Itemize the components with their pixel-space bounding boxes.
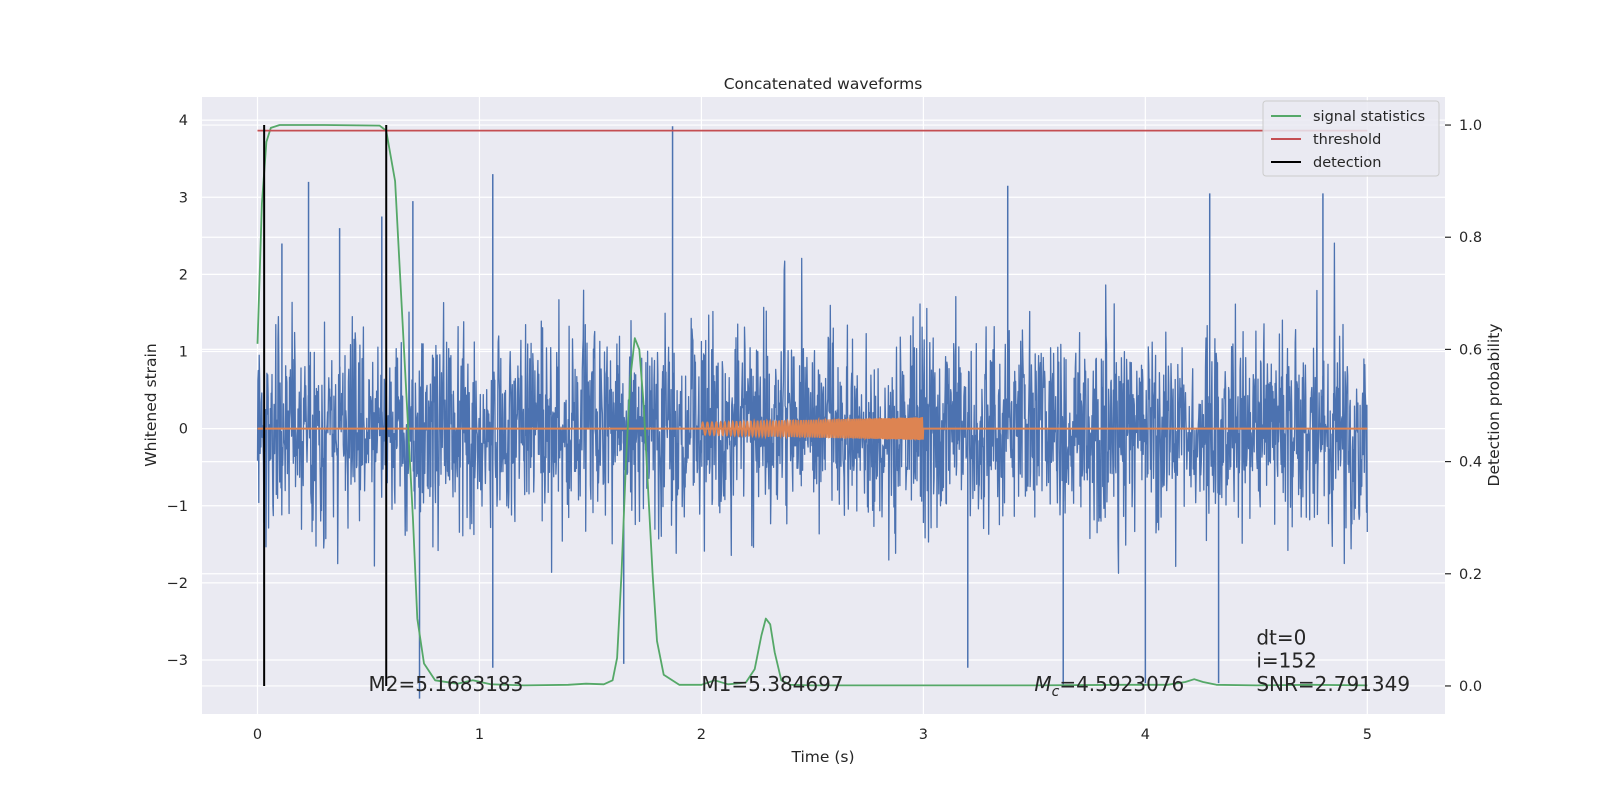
x-tick-label: 2 [697,727,706,743]
y-axis-label: Whitened strain [142,343,160,466]
y2-tick-label: 0.8 [1459,230,1482,246]
x-tick-label: 3 [919,727,928,743]
annotations: M2=5.1683183 M1=5.384697 Mc=4.5923076 dt=0i… [368,626,1410,700]
ticks: 0 1 2 3 4 5 4 3 2 1 0 −1 −2 −3 1.0 0.8 0.6 0.4 0.2 0.0 [167,113,1482,743]
annotation-m1: M1=5.384697 [701,672,843,696]
legend-detection-label: detection [1313,155,1381,171]
y-tick-label: 1 [179,345,188,361]
legend-box [1262,100,1440,177]
annotation-snr: SNR=2.791349 [1256,672,1410,696]
x-tick-label: 0 [253,727,262,743]
x-tick-label: 5 [1363,727,1372,743]
y2-axis-label: Detection probability [1485,324,1503,487]
x-axis-label: Time (s) [790,748,854,766]
y-tick-label: 3 [179,190,188,206]
y2-tick-label: 0.0 [1459,679,1482,695]
noise-series [256,242,1368,574]
y-tick-label: −1 [167,499,188,515]
legend: signal statistics threshold detection [1262,100,1440,177]
y-tick-label: −2 [167,576,188,592]
signal-statistics-line [256,124,1368,687]
annotation-m2: M2=5.1683183 [368,672,523,696]
legend-threshold-label: threshold [1313,132,1381,148]
y2-tick-label: 0.4 [1459,455,1482,471]
annotation-mc: Mc=4.5923076 [1034,672,1184,700]
y2-tick-label: 0.2 [1459,567,1482,583]
y-tick-label: 0 [179,422,188,438]
y-tick-label: 2 [179,267,188,283]
chart-title: Concatenated waveforms [724,75,923,93]
x-tick-label: 1 [475,727,484,743]
waveform-chirp [700,416,925,441]
y-tick-label: −3 [167,653,188,669]
plot-area [256,124,1368,699]
x-tick-label: 4 [1141,727,1150,743]
legend-signal-statistics-label: signal statistics [1313,109,1425,125]
annotation-dt: dt=0 [1256,626,1306,650]
y2-tick-label: 0.6 [1459,342,1482,358]
annotation-idx: i=152 [1256,649,1317,673]
y-tick-label: 4 [179,113,188,129]
y2-tick-label: 1.0 [1459,118,1482,134]
